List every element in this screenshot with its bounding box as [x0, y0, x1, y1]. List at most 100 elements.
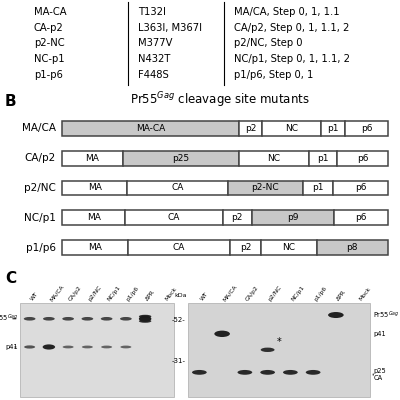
FancyBboxPatch shape: [262, 121, 321, 136]
Text: Mock: Mock: [164, 286, 178, 302]
FancyBboxPatch shape: [62, 240, 128, 255]
Text: -31-: -31-: [172, 358, 186, 364]
Ellipse shape: [82, 317, 93, 320]
Text: p2/NC: p2/NC: [87, 284, 102, 302]
Text: p6: p6: [356, 213, 367, 222]
Ellipse shape: [24, 345, 35, 348]
Text: NC: NC: [282, 243, 295, 252]
FancyBboxPatch shape: [125, 210, 222, 225]
FancyBboxPatch shape: [334, 210, 388, 225]
FancyBboxPatch shape: [62, 121, 239, 136]
Text: CA/p2: CA/p2: [245, 285, 260, 302]
Text: p1/p6, Step 0, 1: p1/p6, Step 0, 1: [234, 70, 313, 80]
Text: NC/p1: NC/p1: [107, 284, 122, 302]
Text: kDa: kDa: [175, 293, 187, 298]
FancyBboxPatch shape: [222, 210, 252, 225]
Ellipse shape: [82, 346, 93, 348]
Ellipse shape: [24, 317, 36, 320]
Text: p1: p1: [327, 124, 339, 133]
Text: M377V: M377V: [138, 38, 172, 48]
Text: CA: CA: [374, 375, 383, 381]
Ellipse shape: [139, 320, 151, 323]
Text: p2-NC: p2-NC: [251, 184, 279, 192]
Ellipse shape: [261, 348, 274, 352]
Text: ΔPR: ΔPR: [336, 290, 347, 302]
Text: p1/p6: p1/p6: [26, 242, 56, 252]
Text: NC: NC: [285, 124, 298, 133]
FancyBboxPatch shape: [62, 180, 127, 195]
Text: MA-CA: MA-CA: [34, 7, 67, 17]
Ellipse shape: [101, 317, 112, 320]
Text: WT: WT: [30, 292, 40, 302]
Text: p1: p1: [312, 184, 324, 192]
Text: p25: p25: [172, 154, 189, 163]
FancyBboxPatch shape: [309, 151, 337, 166]
Text: MA/CA: MA/CA: [49, 284, 65, 302]
FancyBboxPatch shape: [62, 210, 125, 225]
Ellipse shape: [328, 312, 344, 318]
Text: NC: NC: [268, 154, 280, 163]
Text: CA/p2: CA/p2: [68, 285, 83, 302]
Text: p6: p6: [355, 184, 366, 192]
FancyBboxPatch shape: [228, 180, 303, 195]
Text: p6: p6: [361, 124, 372, 133]
Text: WT: WT: [199, 292, 209, 302]
Text: Pr55$^{Gag}$: Pr55$^{Gag}$: [373, 309, 400, 321]
FancyBboxPatch shape: [188, 303, 370, 397]
FancyBboxPatch shape: [321, 121, 345, 136]
Text: CA/p2, Step 0, 1, 1.1, 2: CA/p2, Step 0, 1, 1.1, 2: [234, 22, 349, 32]
Ellipse shape: [62, 317, 74, 320]
FancyBboxPatch shape: [261, 240, 317, 255]
Text: B: B: [5, 94, 16, 109]
Ellipse shape: [192, 370, 207, 375]
Ellipse shape: [139, 315, 151, 318]
Text: p9: p9: [287, 213, 299, 222]
Text: p2/NC: p2/NC: [268, 284, 283, 302]
Text: MA: MA: [87, 213, 100, 222]
Ellipse shape: [120, 346, 131, 348]
Text: p2: p2: [240, 243, 251, 252]
Text: MA: MA: [88, 184, 102, 192]
FancyBboxPatch shape: [20, 303, 174, 397]
Ellipse shape: [260, 370, 275, 375]
Text: Pr55$^{Gag}$ cleavage site mutants: Pr55$^{Gag}$ cleavage site mutants: [130, 90, 310, 110]
Text: Pr55$^{Gag}$: Pr55$^{Gag}$: [0, 313, 18, 324]
Text: CA: CA: [173, 243, 185, 252]
Text: p2/NC: p2/NC: [24, 183, 56, 193]
FancyBboxPatch shape: [337, 151, 388, 166]
Ellipse shape: [43, 317, 55, 320]
Ellipse shape: [139, 316, 151, 322]
Text: NC-p1: NC-p1: [34, 54, 65, 64]
Text: MA-CA: MA-CA: [136, 124, 165, 133]
Text: NC/p1: NC/p1: [24, 213, 56, 223]
Ellipse shape: [306, 370, 320, 375]
Text: p1: p1: [317, 154, 328, 163]
Text: p25: p25: [373, 368, 386, 374]
Text: CA-p2: CA-p2: [34, 22, 64, 32]
Text: p8: p8: [346, 243, 358, 252]
Text: N432T: N432T: [138, 54, 170, 64]
Text: L363I, M367I: L363I, M367I: [138, 22, 202, 32]
FancyBboxPatch shape: [303, 180, 333, 195]
Text: p41: p41: [373, 331, 386, 337]
FancyBboxPatch shape: [239, 121, 262, 136]
Text: C: C: [5, 271, 16, 286]
FancyBboxPatch shape: [128, 240, 230, 255]
Text: NC/p1: NC/p1: [290, 284, 306, 302]
Text: ΔPR: ΔPR: [145, 290, 156, 302]
Text: p2: p2: [245, 124, 256, 133]
Text: F448S: F448S: [138, 70, 169, 80]
Text: p1-p6: p1-p6: [34, 70, 63, 80]
FancyBboxPatch shape: [122, 151, 239, 166]
Ellipse shape: [63, 346, 74, 348]
Text: p6: p6: [357, 154, 368, 163]
Text: p2-NC: p2-NC: [34, 38, 65, 48]
Text: MA/CA: MA/CA: [22, 123, 56, 133]
Ellipse shape: [238, 370, 252, 375]
Text: Mock: Mock: [359, 286, 372, 302]
Text: MA/CA, Step 0, 1, 1.1: MA/CA, Step 0, 1, 1.1: [234, 7, 340, 17]
Ellipse shape: [120, 317, 132, 320]
Text: CA/p2: CA/p2: [25, 153, 56, 163]
FancyBboxPatch shape: [230, 240, 261, 255]
FancyBboxPatch shape: [252, 210, 334, 225]
